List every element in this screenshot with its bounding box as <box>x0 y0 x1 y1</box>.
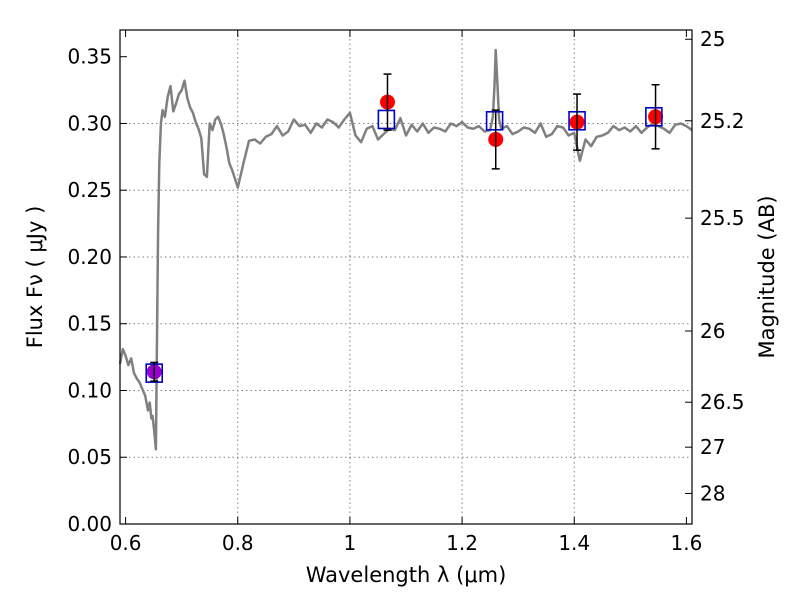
data-points-layer <box>145 73 664 383</box>
x-tick-label: 0.8 <box>222 531 254 555</box>
x-tick-label: 1.4 <box>558 531 590 555</box>
y-tick-label: 0.20 <box>67 245 112 269</box>
tick-labels-layer: 0.6 0.8 1 1.2 1.4 1.6 0.00 0.05 0.10 0.15 0.20 0.25… <box>67 27 744 555</box>
magnitude-tick-label: 28 <box>700 481 725 505</box>
magnitude-tick-label: 26.5 <box>700 390 745 414</box>
plot-frame <box>119 29 693 525</box>
magnitude-tick-label: 25.2 <box>700 109 745 133</box>
plot-border <box>119 29 693 525</box>
y-tick-label: 0.35 <box>67 45 112 69</box>
magnitude-tick-label: 26 <box>700 319 725 343</box>
y-tick-label: 0.05 <box>67 445 112 469</box>
synthetic-flux-square <box>645 106 663 127</box>
magnitude-tick-label: 27 <box>700 435 725 459</box>
model-spectrum-line <box>118 48 693 451</box>
x-tick-label: 1.2 <box>446 531 478 555</box>
model-spectrum-layer <box>118 48 693 451</box>
y-tick-label: 0.25 <box>67 178 112 202</box>
magnitude-tick-label: 25.5 <box>700 206 745 230</box>
x-tick-label: 1.6 <box>670 531 702 555</box>
y-tick-label: 0.30 <box>67 111 112 135</box>
synthetic-flux-square <box>377 109 396 130</box>
y-tick-label: 0.15 <box>67 312 112 336</box>
x-tick-label: 1 <box>344 531 357 555</box>
x-axis-title: Wavelength λ (μm) <box>306 563 507 587</box>
x-tick-label: 0.6 <box>110 531 142 555</box>
magnitude-tick-label: 25 <box>700 27 725 51</box>
y-tick-label: 0.00 <box>67 512 112 536</box>
grid-layer <box>120 30 692 524</box>
y-axis-title: Flux Fν ( μJy ) <box>23 206 47 349</box>
y-tick-label: 0.10 <box>67 378 112 402</box>
synthetic-flux-square <box>485 110 504 131</box>
right-axis-title: Magnitude (AB) <box>755 195 779 358</box>
